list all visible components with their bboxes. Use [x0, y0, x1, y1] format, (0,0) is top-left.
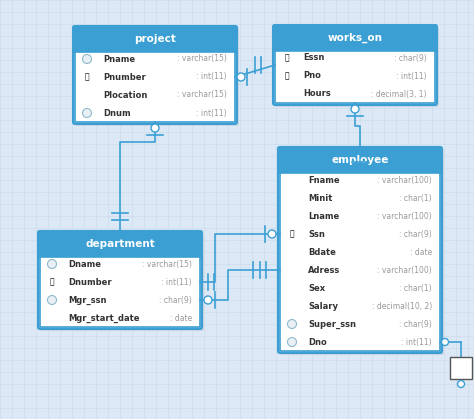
Text: : varchar(15): : varchar(15) — [177, 91, 227, 99]
Text: Super_ssn: Super_ssn — [308, 319, 356, 328]
FancyBboxPatch shape — [75, 28, 239, 126]
Text: project: project — [134, 34, 176, 44]
FancyBboxPatch shape — [75, 50, 235, 122]
Text: Dname: Dname — [68, 259, 101, 269]
Text: Mgr_ssn: Mgr_ssn — [68, 295, 107, 305]
Text: Lname: Lname — [308, 212, 339, 220]
Text: employee: employee — [331, 155, 389, 165]
Text: : int(11): : int(11) — [196, 72, 227, 82]
FancyBboxPatch shape — [275, 49, 435, 103]
Text: 🔑: 🔑 — [285, 54, 289, 62]
Circle shape — [82, 109, 91, 117]
Text: Adress: Adress — [308, 266, 340, 274]
Text: Minit: Minit — [308, 194, 332, 202]
Circle shape — [47, 259, 56, 269]
Text: Sex: Sex — [308, 284, 325, 292]
Text: Dno: Dno — [308, 337, 327, 347]
FancyBboxPatch shape — [275, 27, 439, 107]
Text: : char(9): : char(9) — [159, 295, 192, 305]
FancyBboxPatch shape — [450, 357, 472, 379]
Circle shape — [82, 54, 91, 64]
Text: Dnum: Dnum — [103, 109, 131, 117]
Text: Essn: Essn — [303, 54, 324, 62]
Text: works_on: works_on — [328, 33, 383, 43]
Text: : char(9): : char(9) — [399, 320, 432, 328]
FancyBboxPatch shape — [38, 231, 202, 257]
Text: Bdate: Bdate — [308, 248, 336, 256]
Text: Ssn: Ssn — [308, 230, 325, 238]
FancyBboxPatch shape — [280, 171, 440, 351]
Text: : decimal(10, 2): : decimal(10, 2) — [372, 302, 432, 310]
Circle shape — [457, 380, 465, 388]
Text: : char(1): : char(1) — [400, 194, 432, 202]
Circle shape — [268, 230, 276, 238]
Text: 🔑: 🔑 — [290, 230, 294, 238]
Text: : int(11): : int(11) — [196, 109, 227, 117]
Circle shape — [288, 337, 297, 347]
FancyBboxPatch shape — [273, 25, 437, 51]
Text: Pname: Pname — [103, 54, 135, 64]
Text: Pnumber: Pnumber — [103, 72, 146, 82]
Circle shape — [237, 73, 245, 81]
Text: : char(1): : char(1) — [400, 284, 432, 292]
Circle shape — [204, 296, 212, 304]
Text: Fname: Fname — [308, 176, 340, 184]
Text: : char(9): : char(9) — [394, 54, 427, 62]
Text: Salary: Salary — [308, 302, 338, 310]
Text: : char(9): : char(9) — [399, 230, 432, 238]
Circle shape — [351, 105, 359, 113]
Text: 🔑: 🔑 — [85, 72, 89, 82]
Circle shape — [151, 124, 159, 132]
FancyBboxPatch shape — [280, 149, 444, 355]
Text: : varchar(100): : varchar(100) — [377, 176, 432, 184]
Circle shape — [441, 339, 448, 346]
Text: : varchar(15): : varchar(15) — [177, 54, 227, 64]
FancyBboxPatch shape — [73, 26, 237, 52]
Text: department: department — [85, 239, 155, 249]
FancyBboxPatch shape — [40, 233, 204, 331]
Text: Dnumber: Dnumber — [68, 277, 111, 287]
Text: Hours: Hours — [303, 90, 331, 98]
Text: : int(11): : int(11) — [161, 277, 192, 287]
Text: Mgr_start_date: Mgr_start_date — [68, 313, 139, 323]
Text: : varchar(100): : varchar(100) — [377, 266, 432, 274]
Text: : varchar(15): : varchar(15) — [142, 259, 192, 269]
Text: : date: : date — [410, 248, 432, 256]
FancyBboxPatch shape — [40, 255, 200, 327]
Text: : varchar(100): : varchar(100) — [377, 212, 432, 220]
Circle shape — [47, 295, 56, 305]
Text: : int(11): : int(11) — [401, 337, 432, 347]
Text: 🔑: 🔑 — [50, 277, 55, 287]
Text: Pno: Pno — [303, 72, 321, 80]
Text: : date: : date — [170, 313, 192, 323]
FancyBboxPatch shape — [278, 147, 442, 173]
Text: : int(11): : int(11) — [396, 72, 427, 80]
Text: 🔑: 🔑 — [285, 72, 289, 80]
Text: Plocation: Plocation — [103, 91, 147, 99]
Text: : decimal(3, 1): : decimal(3, 1) — [372, 90, 427, 98]
Circle shape — [288, 320, 297, 328]
